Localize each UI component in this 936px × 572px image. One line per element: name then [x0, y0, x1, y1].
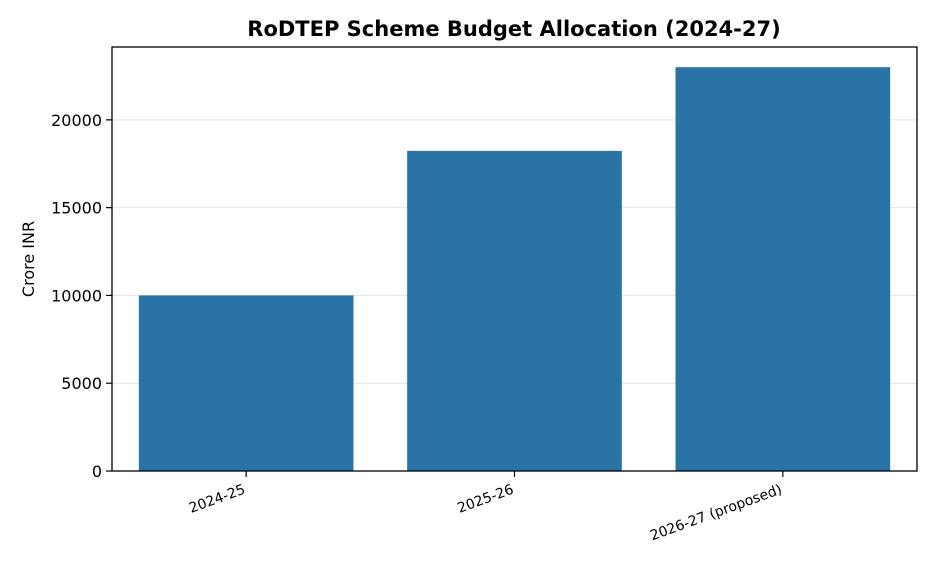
y-tick-label: 15000: [51, 199, 102, 218]
y-tick-label: 20000: [51, 111, 102, 130]
y-tick-label: 5000: [61, 374, 102, 393]
x-tick-label: 2025-26: [455, 482, 516, 517]
bar: [675, 67, 891, 471]
x-axis-ticks: 2024-25 2025-26 2026-27 (proposed): [187, 471, 784, 544]
y-axis-label: Crore INR: [19, 221, 38, 297]
bar: [407, 150, 622, 471]
y-tick-label: 10000: [51, 286, 102, 305]
bar: [138, 295, 354, 471]
chart-title: RoDTEP Scheme Budget Allocation (2024-27…: [247, 17, 780, 41]
x-tick-label: 2024-25: [187, 482, 247, 517]
y-axis-ticks: 0 5000 10000 15000 20000: [51, 111, 112, 481]
x-tick-label: 2026-27 (proposed): [648, 482, 784, 545]
y-tick-label: 0: [92, 462, 102, 481]
bars: [138, 67, 891, 471]
